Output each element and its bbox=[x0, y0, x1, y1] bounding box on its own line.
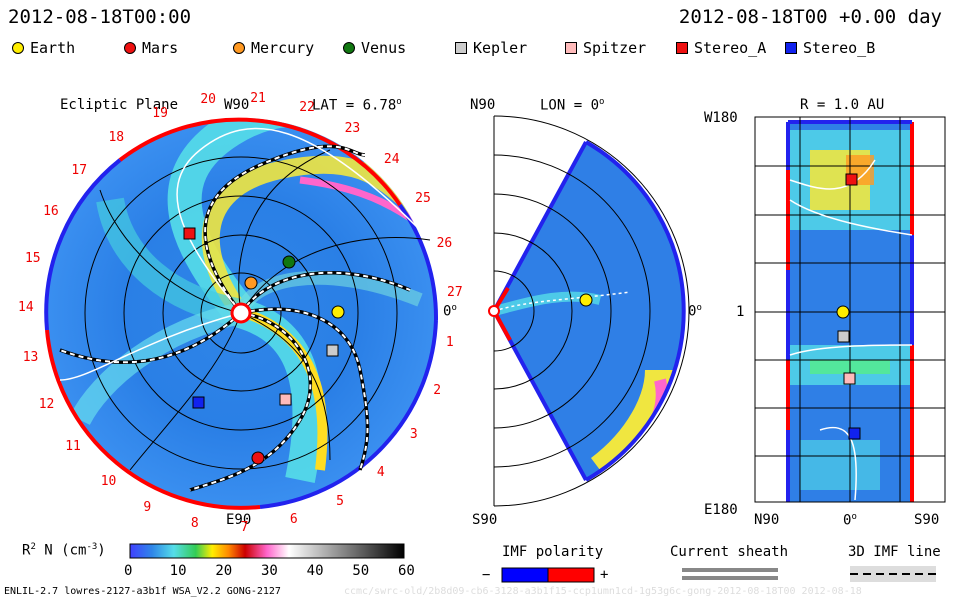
spitzer-marker-icon bbox=[565, 42, 577, 54]
legend-spitzer: Spitzer bbox=[565, 39, 646, 57]
radial-stereo-b-marker bbox=[848, 427, 861, 440]
ecliptic-mars-marker bbox=[251, 451, 265, 465]
ecliptic-earth-marker bbox=[331, 305, 345, 319]
meridional-zero-label: 0o bbox=[688, 303, 702, 320]
earth-marker-icon bbox=[12, 42, 24, 54]
imf-line-title: 3D IMF line bbox=[848, 544, 941, 560]
meridional-earth-marker bbox=[579, 293, 593, 307]
rotation-number-3: 3 bbox=[409, 427, 418, 443]
colorbar-tick-label: 60 bbox=[398, 563, 415, 579]
time-label-right: 2012-08-18T00 +0.00 day bbox=[678, 6, 942, 28]
rotation-number-23: 23 bbox=[344, 121, 361, 137]
venus-marker-icon bbox=[343, 42, 355, 54]
rotation-number-12: 12 bbox=[38, 397, 55, 413]
kepler-marker-icon bbox=[455, 42, 467, 54]
rotation-number-5: 5 bbox=[336, 493, 344, 509]
legend-kepler: Kepler bbox=[455, 39, 527, 57]
ecliptic-mercury-marker bbox=[244, 276, 258, 290]
rotation-number-27: 27 bbox=[447, 284, 463, 300]
imf-polarity-title: IMF polarity bbox=[502, 544, 604, 560]
rotation-number-26: 26 bbox=[436, 235, 453, 251]
legend-stereo-a: Stereo_A bbox=[676, 39, 766, 57]
ecliptic-spitzer-marker bbox=[279, 393, 292, 406]
rotation-number-2: 2 bbox=[433, 383, 442, 399]
imf-plus-label: + bbox=[600, 567, 609, 583]
radial-s90-label: S90 bbox=[914, 512, 940, 528]
rotation-number-7: 7 bbox=[240, 519, 249, 535]
radial-earth-marker bbox=[836, 305, 850, 319]
rotation-number-22: 22 bbox=[299, 100, 315, 116]
radial-kepler-marker bbox=[837, 330, 850, 343]
current-sheath-title: Current sheath bbox=[670, 544, 789, 560]
imf-positive-swatch bbox=[547, 567, 595, 583]
footer-run-info: ccmc/swrc-old/2b8d09-cb6-3128-a3b1f15-cc… bbox=[344, 586, 862, 597]
legend-mars: Mars bbox=[124, 39, 178, 57]
meridional-wedge bbox=[494, 142, 684, 480]
rotation-number-15: 15 bbox=[24, 250, 41, 266]
meridional-s90-label: S90 bbox=[472, 512, 498, 528]
radial-e180-label: E180 bbox=[704, 502, 738, 518]
radial-spitzer-marker bbox=[843, 372, 856, 385]
rotation-number-8: 8 bbox=[190, 515, 199, 531]
ecliptic-lat-label: LAT = 6.78o bbox=[312, 97, 402, 114]
rotation-number-4: 4 bbox=[376, 464, 385, 480]
ecliptic-venus-marker bbox=[282, 255, 296, 269]
mars-marker-icon bbox=[124, 42, 136, 54]
mercury-marker-icon bbox=[233, 42, 245, 54]
ecliptic-title: Ecliptic Plane bbox=[60, 97, 179, 113]
stereo-a-marker-icon bbox=[676, 42, 688, 54]
meridional-n90-label: N90 bbox=[470, 97, 496, 113]
colorbar-tick-label: 50 bbox=[352, 563, 370, 579]
rotation-number-16: 16 bbox=[43, 204, 59, 220]
ecliptic-stereo-b-marker bbox=[192, 396, 205, 409]
sun-marker bbox=[230, 302, 252, 324]
legend-stereo-b: Stereo_B bbox=[785, 39, 875, 57]
time-label-left: 2012-08-18T00:00 bbox=[8, 6, 192, 28]
rotation-number-14: 14 bbox=[18, 300, 34, 316]
colorbar-tick-label: 0 bbox=[124, 563, 133, 579]
radial-stereo-a-marker bbox=[845, 173, 858, 186]
rotation-number-18: 18 bbox=[108, 129, 125, 145]
ecliptic-stereo-a-marker bbox=[183, 227, 196, 240]
rotation-number-9: 9 bbox=[143, 500, 152, 516]
colorbar-tick-label: 20 bbox=[215, 563, 233, 579]
ecliptic-zero-label: 0o bbox=[443, 303, 457, 320]
radial-zero-label: 0o bbox=[843, 512, 857, 529]
ecliptic-kepler-marker bbox=[326, 344, 339, 357]
current-sheath-swatch bbox=[682, 568, 778, 572]
rotation-number-1: 1 bbox=[445, 334, 454, 350]
footer-model-info: ENLIL-2.7 lowres-2127-a3b1f WSA_V2.2 GON… bbox=[4, 586, 281, 597]
rotation-number-21: 21 bbox=[250, 90, 266, 106]
imf-minus-label: − bbox=[482, 567, 491, 583]
density-colorbar bbox=[129, 543, 405, 559]
rotation-number-6: 6 bbox=[289, 512, 298, 528]
rotation-number-25: 25 bbox=[415, 190, 431, 206]
colorbar-tick-label: 10 bbox=[169, 563, 187, 579]
radial-r-label: R = 1.0 AU bbox=[800, 97, 885, 113]
colorbar-tick-label: 40 bbox=[306, 563, 324, 579]
rotation-number-17: 17 bbox=[71, 163, 88, 179]
radial-n90-label: N90 bbox=[754, 512, 780, 528]
radial-one-label: 1 bbox=[736, 304, 745, 320]
legend-venus: Venus bbox=[343, 39, 406, 57]
stereo-b-marker-icon bbox=[785, 42, 797, 54]
ecliptic-e90-label: E90 bbox=[226, 512, 252, 528]
rotation-number-20: 20 bbox=[200, 92, 217, 108]
rotation-number-19: 19 bbox=[152, 105, 168, 121]
colorbar-tick-label: 30 bbox=[261, 563, 278, 579]
rotation-number-10: 10 bbox=[100, 474, 117, 490]
meridional-lon-label: LON = 0o bbox=[540, 97, 605, 114]
radial-w180-label: W180 bbox=[704, 110, 738, 126]
imf-negative-swatch bbox=[501, 567, 549, 583]
rotation-number-11: 11 bbox=[65, 439, 81, 455]
legend-mercury: Mercury bbox=[233, 39, 314, 57]
rotation-number-24: 24 bbox=[383, 151, 400, 167]
colorbar-label: R2 N (cm-3) bbox=[22, 542, 106, 559]
ecliptic-w90-label: W90 bbox=[224, 97, 250, 113]
rotation-number-13: 13 bbox=[22, 349, 39, 365]
legend-earth: Earth bbox=[12, 39, 75, 57]
